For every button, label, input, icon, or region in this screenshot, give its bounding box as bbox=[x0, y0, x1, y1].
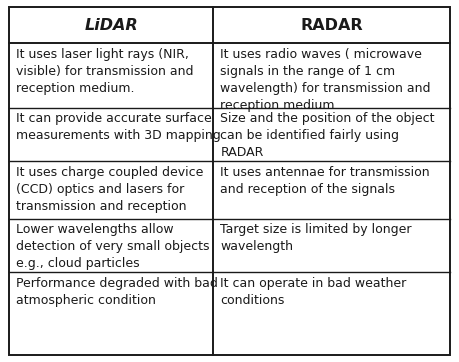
Text: It uses laser light rays (NIR,
visible) for transmission and
reception medium.: It uses laser light rays (NIR, visible) … bbox=[16, 48, 194, 95]
Text: It can provide accurate surface
measurements with 3D mapping: It can provide accurate surface measurem… bbox=[16, 112, 221, 142]
Text: Performance degraded with bad
atmospheric condition: Performance degraded with bad atmospheri… bbox=[16, 277, 218, 307]
Text: It uses charge coupled device
(CCD) optics and lasers for
transmission and recep: It uses charge coupled device (CCD) opti… bbox=[16, 166, 203, 213]
Text: Lower wavelengths allow
detection of very small objects
e.g., cloud particles: Lower wavelengths allow detection of ver… bbox=[16, 223, 210, 270]
Text: LiDAR: LiDAR bbox=[84, 18, 138, 33]
Text: RADAR: RADAR bbox=[300, 18, 363, 33]
Text: It can operate in bad weather
conditions: It can operate in bad weather conditions bbox=[220, 277, 407, 307]
Text: Size and the position of the object
can be identified fairly using
RADAR: Size and the position of the object can … bbox=[220, 112, 435, 159]
Text: It uses antennae for transmission
and reception of the signals: It uses antennae for transmission and re… bbox=[220, 166, 430, 196]
Text: It uses radio waves ( microwave
signals in the range of 1 cm
wavelength) for tra: It uses radio waves ( microwave signals … bbox=[220, 48, 431, 112]
Text: Target size is limited by longer
wavelength: Target size is limited by longer wavelen… bbox=[220, 223, 412, 253]
